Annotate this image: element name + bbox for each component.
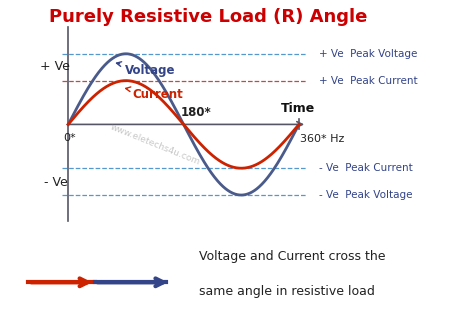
Text: www.eletechs4u.com: www.eletechs4u.com	[109, 122, 201, 167]
Text: - Ve: - Ve	[44, 176, 67, 189]
Text: Time: Time	[281, 102, 315, 115]
Text: - Ve  Peak Voltage: - Ve Peak Voltage	[319, 190, 412, 200]
Text: - Ve  Peak Current: - Ve Peak Current	[319, 163, 412, 173]
Text: 0*: 0*	[63, 133, 76, 143]
Text: + Ve  Peak Voltage: + Ve Peak Voltage	[319, 49, 417, 59]
Text: Voltage and Current cross the: Voltage and Current cross the	[199, 250, 385, 263]
Text: Current: Current	[126, 87, 183, 100]
Text: + Ve  Peak Current: + Ve Peak Current	[319, 76, 417, 85]
Text: Voltage: Voltage	[117, 62, 176, 77]
Text: same angle in resistive load: same angle in resistive load	[199, 285, 375, 298]
Text: 180*: 180*	[181, 107, 211, 120]
Text: + Ve: + Ve	[40, 60, 70, 73]
Text: 360* Hz: 360* Hz	[300, 134, 344, 144]
Text: Purely Resistive Load (R) Angle: Purely Resistive Load (R) Angle	[49, 8, 368, 26]
